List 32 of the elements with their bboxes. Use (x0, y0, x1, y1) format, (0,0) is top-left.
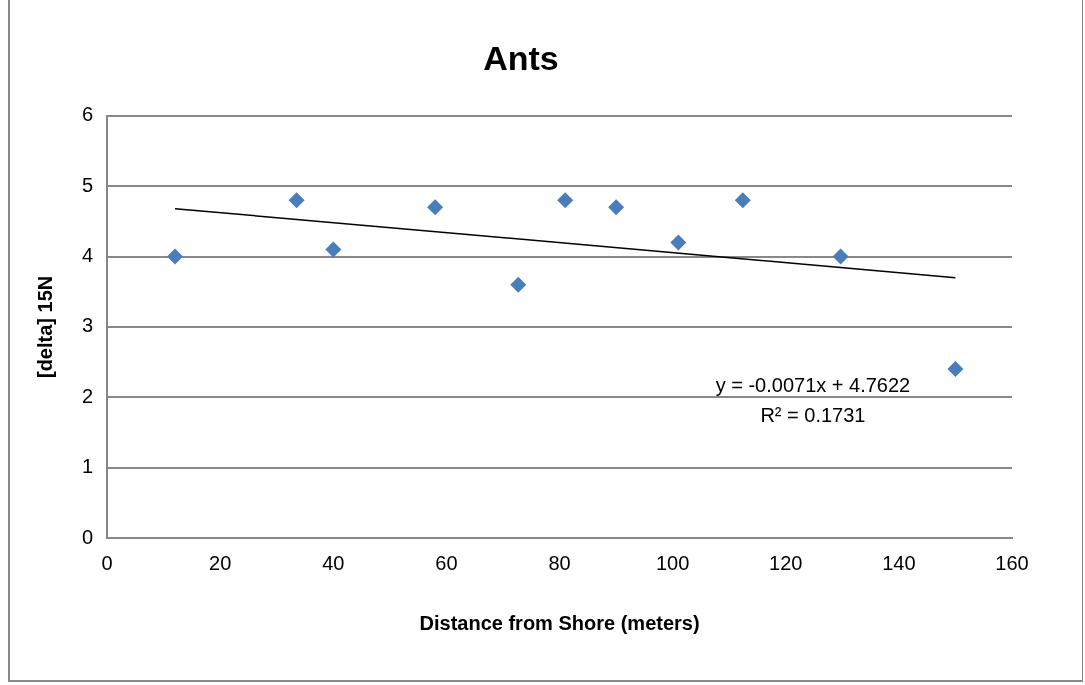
y-tick-label: 2 (82, 384, 94, 407)
point (734, 192, 751, 209)
x-tick-label: 120 (769, 551, 803, 574)
x-axis-title: Distance from Shore (meters) (419, 611, 700, 634)
y-axis-title: [delta] 15N (33, 275, 56, 379)
point (288, 192, 305, 209)
chart-title: Ants (483, 38, 559, 77)
x-tick-label: 0 (101, 551, 113, 574)
x-tick-label: 140 (882, 551, 916, 574)
x-tick-label: 100 (655, 551, 690, 574)
x-tick-label: 40 (322, 551, 345, 574)
x-tick-label: 160 (995, 551, 1029, 574)
point (166, 248, 183, 265)
point (325, 241, 342, 258)
point (832, 248, 849, 265)
x-tick-label: 20 (209, 551, 232, 574)
annotation: R² = 0.1731 (760, 403, 866, 426)
point (608, 199, 625, 216)
y-tick-label: 4 (82, 244, 94, 267)
point (510, 276, 527, 293)
y-tick-label: 6 (82, 103, 94, 126)
point (670, 234, 687, 251)
y-tick-label: 1 (82, 455, 94, 478)
annotation: y = -0.0071x + 4.7622 (715, 373, 911, 396)
y-tick-label: 3 (82, 314, 94, 337)
y-tick-label: 5 (82, 173, 94, 196)
x-tick-label: 80 (548, 551, 571, 574)
y-tick-label: 0 (82, 525, 94, 548)
point (427, 199, 444, 216)
point (947, 361, 964, 378)
x-tick-label: 60 (435, 551, 458, 574)
point (557, 192, 574, 209)
